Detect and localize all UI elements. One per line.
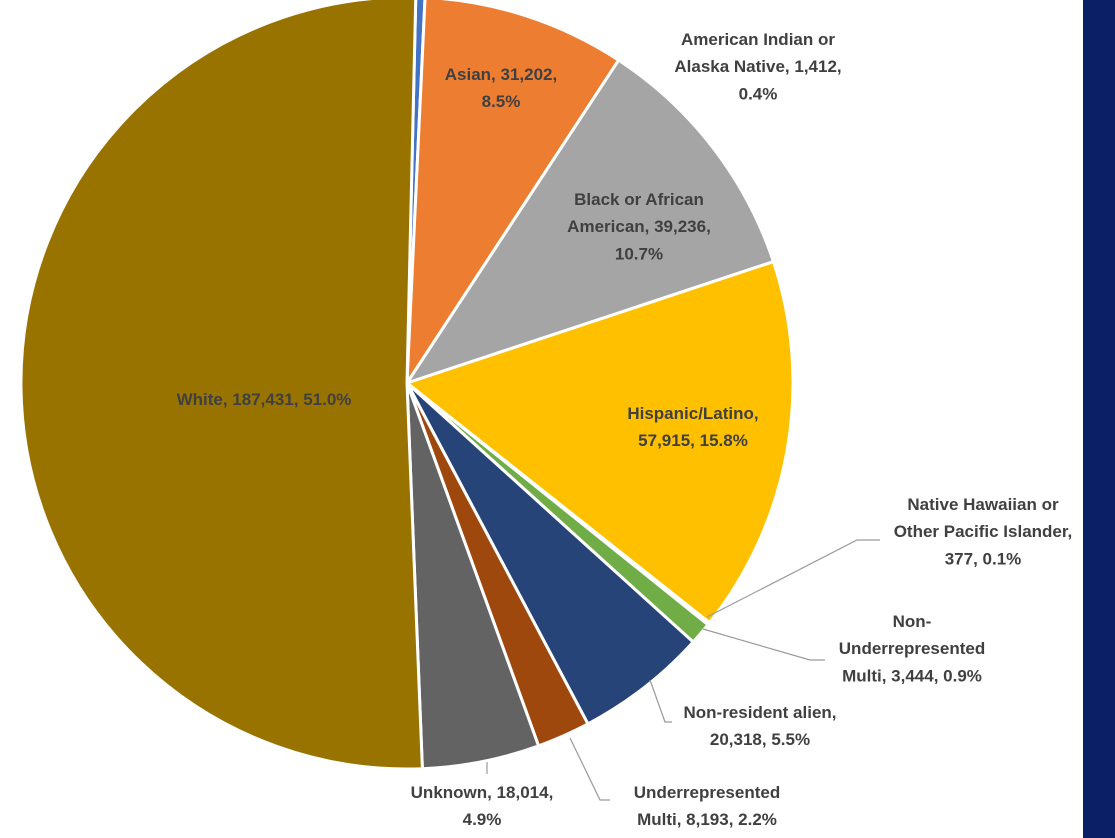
data-label-line: Other Pacific Islander, bbox=[894, 522, 1073, 541]
data-label-line: 4.9% bbox=[463, 810, 502, 829]
data-label-non-resident-alien: Non-resident alien, 20,318, 5.5% bbox=[683, 703, 836, 749]
data-label-line: 377, 0.1% bbox=[945, 549, 1022, 568]
data-label-line: Underrepresented bbox=[634, 783, 780, 802]
data-label-line: Underrepresented bbox=[839, 639, 985, 658]
data-label-native-hawaiian-or-other-pacific-islander: Native Hawaiian or Other Pacific Islander… bbox=[894, 495, 1073, 568]
data-label-white: White, 187,431, 51.0% bbox=[177, 390, 352, 409]
pie-slice-asian bbox=[405, 0, 621, 385]
data-label-hispanic-latino: Hispanic/Latino, 57,915, 15.8% bbox=[627, 404, 758, 450]
data-label-line: Alaska Native, 1,412, bbox=[674, 57, 841, 76]
data-label-line: American, 39,236, bbox=[567, 217, 711, 236]
data-label-line: Native Hawaiian or bbox=[907, 495, 1059, 514]
data-labels: American Indian or Alaska Native, 1,412, 0… bbox=[177, 30, 1073, 829]
data-label-line: 8.5% bbox=[482, 92, 521, 111]
data-label-line: 10.7% bbox=[615, 244, 663, 263]
data-label-line: Asian, 31,202, bbox=[445, 65, 557, 84]
pie-chart: American Indian or Alaska Native, 1,412, 0… bbox=[19, 0, 1073, 829]
data-label-line: Non- bbox=[893, 612, 932, 631]
data-label-line: White, 187,431, 51.0% bbox=[177, 390, 352, 409]
data-label-line: Multi, 8,193, 2.2% bbox=[637, 810, 777, 829]
data-label-line: Non-resident alien, bbox=[683, 703, 836, 722]
data-label-unknown: Unknown, 18,014, 4.9% bbox=[411, 783, 554, 829]
leader-line-non-resident-alien bbox=[649, 679, 672, 723]
pie-slice-black-or-african-american bbox=[405, 58, 775, 385]
pie-slice-non-resident-alien bbox=[405, 381, 695, 726]
data-label-asian: Asian, 31,202, 8.5% bbox=[445, 65, 557, 111]
data-label-underrepresented-multi: Underrepresented Multi, 8,193, 2.2% bbox=[634, 783, 780, 829]
pie-slice-white bbox=[19, 0, 424, 771]
data-label-line: Unknown, 18,014, bbox=[411, 783, 554, 802]
leader-line-non-underrepresented-multi bbox=[702, 628, 825, 661]
leader-line-underrepresented-multi bbox=[569, 737, 610, 801]
leader-lines bbox=[486, 539, 880, 801]
data-label-american-indian-or-alaska-native: American Indian or Alaska Native, 1,412, 0… bbox=[674, 30, 841, 103]
data-label-black-or-african-american: Black or African American, 39,236, 10.7% bbox=[567, 190, 711, 263]
data-label-line: Hispanic/Latino, bbox=[627, 404, 758, 423]
data-label-line: 57,915, 15.8% bbox=[638, 431, 748, 450]
data-label-line: American Indian or bbox=[681, 30, 835, 49]
data-label-line: Black or African bbox=[574, 190, 704, 209]
leader-line-native-hawaiian-or-other-pacific-islander bbox=[706, 539, 880, 618]
pie-slice-hispanic-latino bbox=[405, 260, 795, 625]
data-label-line: 20,318, 5.5% bbox=[710, 730, 810, 749]
data-label-non-underrepresented-multi: Non- Underrepresented Multi, 3,444, 0.9% bbox=[839, 612, 985, 685]
data-label-line: 0.4% bbox=[739, 84, 778, 103]
data-label-line: Multi, 3,444, 0.9% bbox=[842, 666, 982, 685]
right-edge-band bbox=[1083, 0, 1115, 838]
pie-slices bbox=[19, 0, 795, 771]
